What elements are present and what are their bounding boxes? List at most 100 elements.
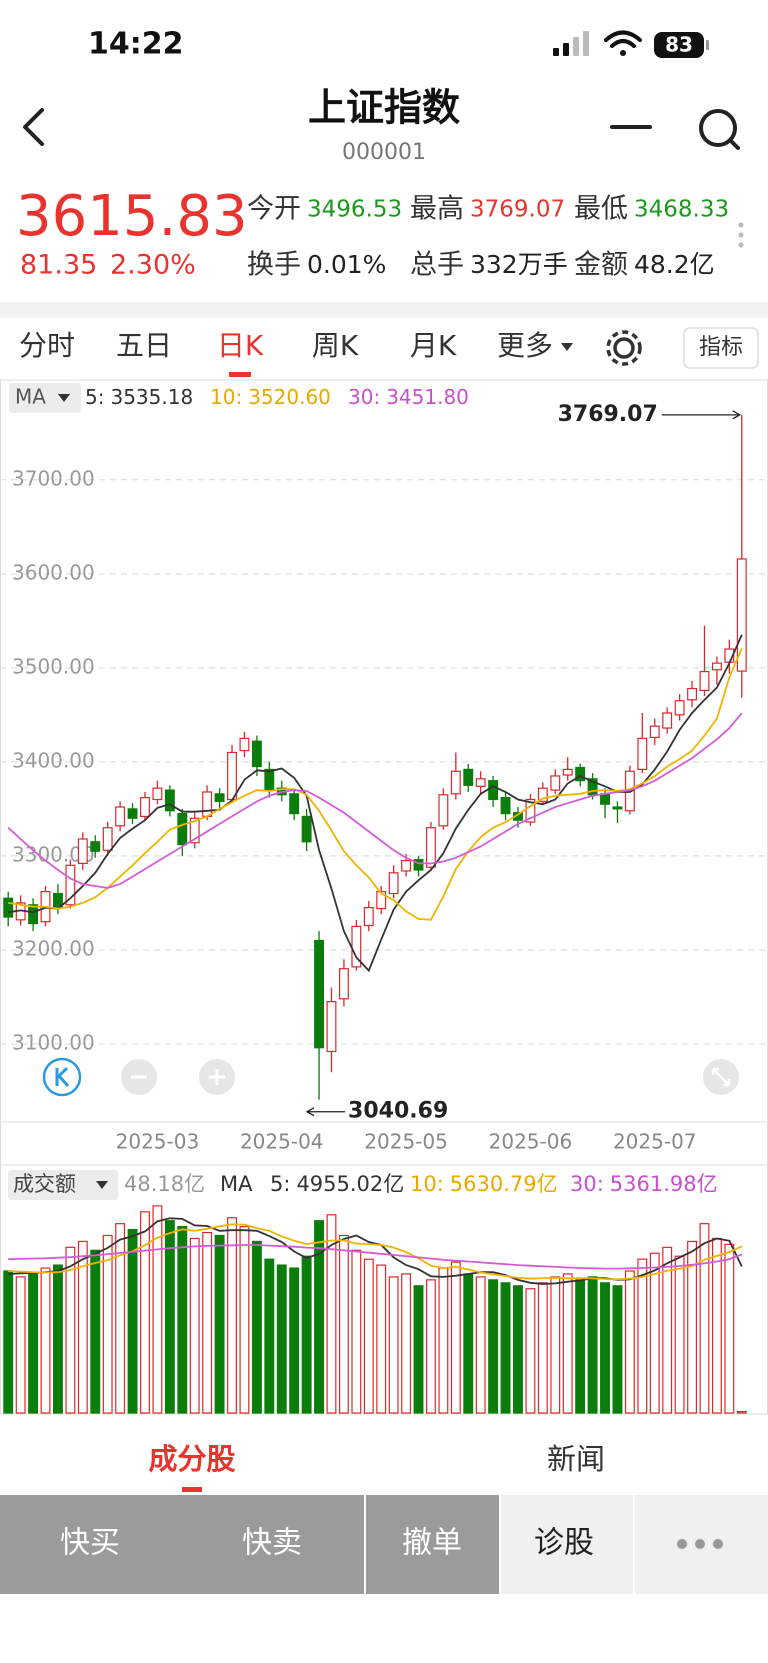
candle-body: [314, 939, 325, 1049]
zoom-in-button[interactable]: [199, 1059, 235, 1095]
wifi-icon: [604, 30, 642, 56]
legend-name: 10:: [210, 385, 242, 409]
volume-bar: [90, 1249, 101, 1414]
volume-bar: [189, 1237, 200, 1414]
action-bar: 快买 快卖 撤单 诊股: [60, 1526, 594, 1561]
period-tab[interactable]: 日K: [217, 329, 264, 362]
volume-bar: [40, 1267, 51, 1414]
volume-bar: [140, 1211, 150, 1414]
search-button[interactable]: [699, 109, 740, 150]
period-tab[interactable]: 更多: [497, 329, 553, 362]
candle-body: [475, 778, 486, 787]
legend-entry: 10: 3520.60: [210, 385, 331, 409]
volume-ma-prefix: MA: [220, 1172, 253, 1196]
annotation-label: 3040.69: [348, 1099, 448, 1124]
plot: 3100.003200.003300.003400.003500.003600.…: [0, 385, 768, 1414]
signal-icon: [553, 31, 589, 56]
volume-bar: [164, 1220, 175, 1414]
bottom-tab[interactable]: 新闻: [547, 1442, 605, 1476]
volume-title[interactable]: 成交额: [13, 1172, 76, 1196]
battery-level: 83: [665, 33, 693, 57]
y-tick-label: 3400.00: [12, 748, 95, 772]
period-tabs: 分时 五日 日K 周K 月K 更多: [19, 329, 573, 377]
stat-value: 3496.53: [307, 197, 402, 223]
volume-bar: [438, 1267, 449, 1414]
separator: [0, 302, 768, 318]
candle-body: [687, 687, 698, 701]
candle-body: [326, 1001, 337, 1053]
x-tick-label: 2025-06: [489, 1130, 573, 1154]
tab-indicator: [182, 1487, 202, 1492]
candle-body: [363, 907, 374, 927]
stat-value: 0.01%: [307, 250, 386, 279]
action-button[interactable]: 快买: [60, 1526, 120, 1561]
candle-body: [164, 789, 175, 812]
legend-entry: 5: 4955.02亿: [270, 1172, 404, 1196]
period-tab[interactable]: 五日: [116, 329, 172, 362]
legend-name: 10:: [410, 1172, 444, 1196]
k-button[interactable]: [42, 1057, 82, 1097]
volume-bar: [463, 1273, 474, 1414]
volume-bar: [251, 1240, 262, 1414]
candle-body: [28, 904, 39, 925]
volume-latest: 48.18亿: [124, 1172, 205, 1196]
y-tick-label: 3100.00: [12, 1030, 95, 1054]
indicator-select[interactable]: [9, 383, 81, 413]
legend-value: 3451.80: [386, 385, 469, 409]
volume-bar: [152, 1205, 163, 1414]
diagnose-button-bg: [501, 1495, 633, 1594]
volume-bar: [475, 1276, 486, 1414]
back-button[interactable]: [23, 108, 44, 146]
indicator-name[interactable]: MA: [15, 385, 46, 409]
dropdown-arrow: [96, 1181, 108, 1189]
volume-bar: [276, 1264, 287, 1414]
price-change-pct: 2.30%: [110, 250, 196, 281]
indicator-button[interactable]: [683, 327, 759, 369]
volume-bar: [537, 1282, 548, 1414]
candle-body: [600, 793, 610, 805]
candle-body: [3, 897, 14, 918]
trade-buttons: [0, 1495, 364, 1594]
action-button[interactable]: 诊股: [534, 1526, 594, 1561]
y-tick-label: 3700.00: [12, 466, 95, 490]
volume-bar: [177, 1226, 188, 1414]
period-tab[interactable]: 月K: [410, 329, 457, 362]
candle-body: [102, 827, 113, 851]
period-tab[interactable]: 周K: [312, 329, 359, 362]
volume-bar: [363, 1258, 374, 1414]
volume-bar: [612, 1285, 623, 1414]
volume-bar: [649, 1252, 660, 1414]
bottom-tab[interactable]: 成分股: [148, 1442, 235, 1476]
candle-body: [189, 817, 200, 844]
settings-button[interactable]: [606, 330, 642, 366]
candle-body: [239, 737, 250, 752]
period-tab[interactable]: 分时: [19, 329, 75, 362]
candle-body: [711, 662, 722, 671]
volume-bar: [587, 1276, 598, 1414]
volume-bar: [227, 1217, 237, 1414]
legend-value: 3520.60: [248, 385, 331, 409]
volume-bar: [450, 1261, 461, 1414]
volume-select[interactable]: [8, 1170, 118, 1200]
action-button[interactable]: 快卖: [242, 1526, 302, 1561]
candle-body: [537, 787, 548, 802]
candle-body: [425, 827, 436, 868]
volume-bar: [525, 1288, 536, 1414]
volume-bar: [562, 1273, 573, 1414]
volume-bar: [15, 1276, 26, 1414]
more-dots[interactable]: [738, 222, 744, 248]
zoom-out-button[interactable]: [121, 1059, 157, 1095]
volume-bar: [550, 1276, 561, 1414]
candle-body: [587, 778, 598, 796]
tab-indicator: [229, 372, 251, 377]
action-button[interactable]: 撤单: [402, 1526, 462, 1561]
candle-body: [736, 558, 747, 672]
indicator-button-label[interactable]: 指标: [699, 335, 743, 360]
volume-bar: [674, 1255, 685, 1414]
volume-bar: [513, 1285, 523, 1414]
fullscreen-button[interactable]: [703, 1059, 739, 1095]
volume-bar: [102, 1234, 113, 1414]
volume-bar: [376, 1264, 387, 1414]
price-change: 81.35: [20, 250, 97, 281]
